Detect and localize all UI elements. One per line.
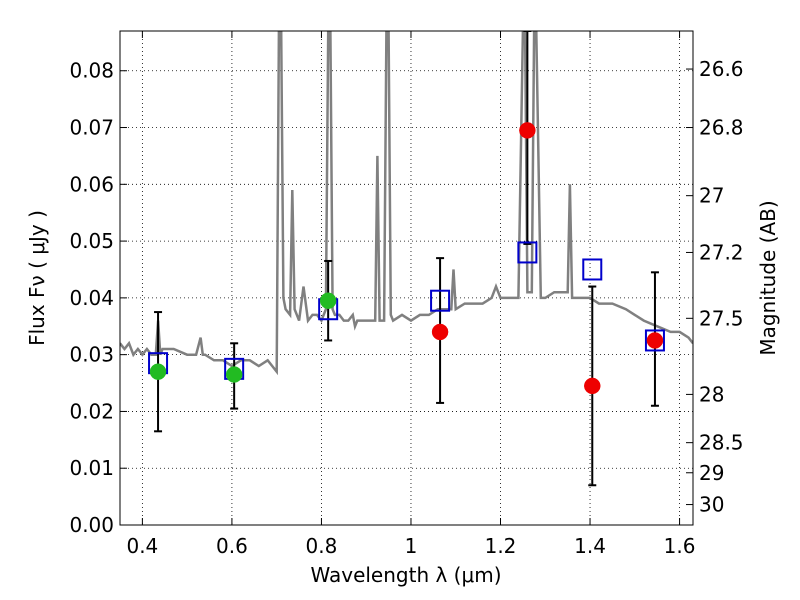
model-photometry-square: [644, 329, 665, 352]
model-spectrum-line: [120, 31, 693, 376]
magnitude-tick-label: 27: [699, 184, 724, 208]
observed-points: [149, 122, 664, 395]
red-data-point: [584, 377, 601, 395]
x-tick-label: 1: [405, 534, 418, 558]
model-photometry-square: [430, 289, 451, 312]
x-tick-label: 1.6: [664, 534, 696, 558]
magnitude-tick-label: 30: [699, 493, 724, 517]
y-tick-label: 0.02: [69, 399, 114, 423]
x-tick-label: 1.2: [485, 534, 517, 558]
x-tick-label: 0.4: [126, 534, 158, 558]
y-axis-ticks: 0.00 0.01 0.02 0.03 0.04 0.05 0.06 0.07 0.08: [69, 59, 127, 537]
magnitude-tick-label: 28.5: [699, 431, 744, 455]
y-tick-label: 0.04: [69, 286, 114, 310]
magnitude-tick-label: 29: [699, 461, 724, 485]
model-photometry-square: [517, 241, 538, 264]
green-data-point: [149, 363, 167, 380]
right-axis-label: Magnitude (AB): [756, 200, 780, 355]
green-data-point: [225, 366, 243, 383]
red-data-point: [519, 122, 536, 139]
magnitude-tick-label: 27.2: [699, 240, 744, 264]
magnitude-tick-label: 26.6: [699, 57, 744, 81]
red-data-point: [431, 323, 449, 341]
magnitude-tick-label: 28: [699, 382, 724, 406]
y-tick-label: 0.07: [69, 116, 114, 140]
magnitude-axis-ticks: 26.6 26.8 27 27.2 27.5 28 28.5 29 30: [686, 57, 744, 517]
y-tick-label: 0.00: [69, 513, 114, 537]
magnitude-tick-label: 27.5: [699, 306, 744, 330]
x-axis-ticks: 0.4 0.6 0.8 1 1.2 1.4 1.6: [126, 31, 695, 558]
y-tick-label: 0.03: [69, 343, 114, 367]
plot-frame: [119, 30, 694, 526]
y-tick-label: 0.06: [69, 172, 114, 196]
plot-area: [120, 31, 693, 487]
y-tick-label: 0.05: [69, 229, 114, 253]
red-data-point: [646, 332, 664, 349]
y-tick-label: 0.08: [69, 59, 114, 83]
y-axis-label: Flux Fν ( μJy ): [25, 210, 49, 346]
x-tick-label: 0.8: [306, 534, 338, 558]
magnitude-tick-label: 26.8: [699, 116, 744, 140]
y-tick-label: 0.01: [69, 456, 114, 480]
model-photometry-square: [582, 258, 603, 281]
x-axis-label: Wavelength λ (μm): [310, 563, 501, 587]
x-tick-label: 1.4: [574, 534, 606, 558]
x-tick-label: 0.6: [216, 534, 248, 558]
green-data-point: [319, 292, 337, 309]
